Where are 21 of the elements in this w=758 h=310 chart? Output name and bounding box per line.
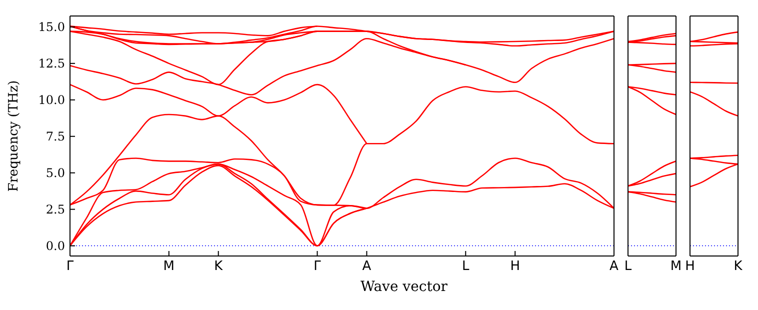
y-tick-label: 0.0 <box>46 239 65 254</box>
x-tick-label: M <box>670 259 682 274</box>
y-tick-label: 12.5 <box>38 56 65 71</box>
y-tick-label: 7.5 <box>46 130 65 144</box>
x-tick-label: L <box>462 259 470 274</box>
y-axis-title: Frequency (THz) <box>6 80 22 192</box>
x-tick-label: Γ <box>66 259 74 274</box>
y-tick-label: 2.5 <box>46 202 65 217</box>
x-axis-title: Wave vector <box>360 279 448 295</box>
x-tick-label: K <box>734 259 743 274</box>
y-tick-label: 5.0 <box>46 166 65 180</box>
x-tick-label: M <box>163 259 175 274</box>
y-tick-label: 10.0 <box>38 93 65 108</box>
x-tick-label: A <box>362 259 372 274</box>
x-tick-label: H <box>685 259 695 274</box>
x-tick-label: Γ <box>314 259 322 274</box>
x-tick-label: L <box>624 259 632 274</box>
x-tick-label: K <box>214 259 224 274</box>
x-tick-label: H <box>510 259 520 274</box>
y-tick-label: 15.0 <box>38 20 65 34</box>
x-tick-label: A <box>610 259 619 274</box>
